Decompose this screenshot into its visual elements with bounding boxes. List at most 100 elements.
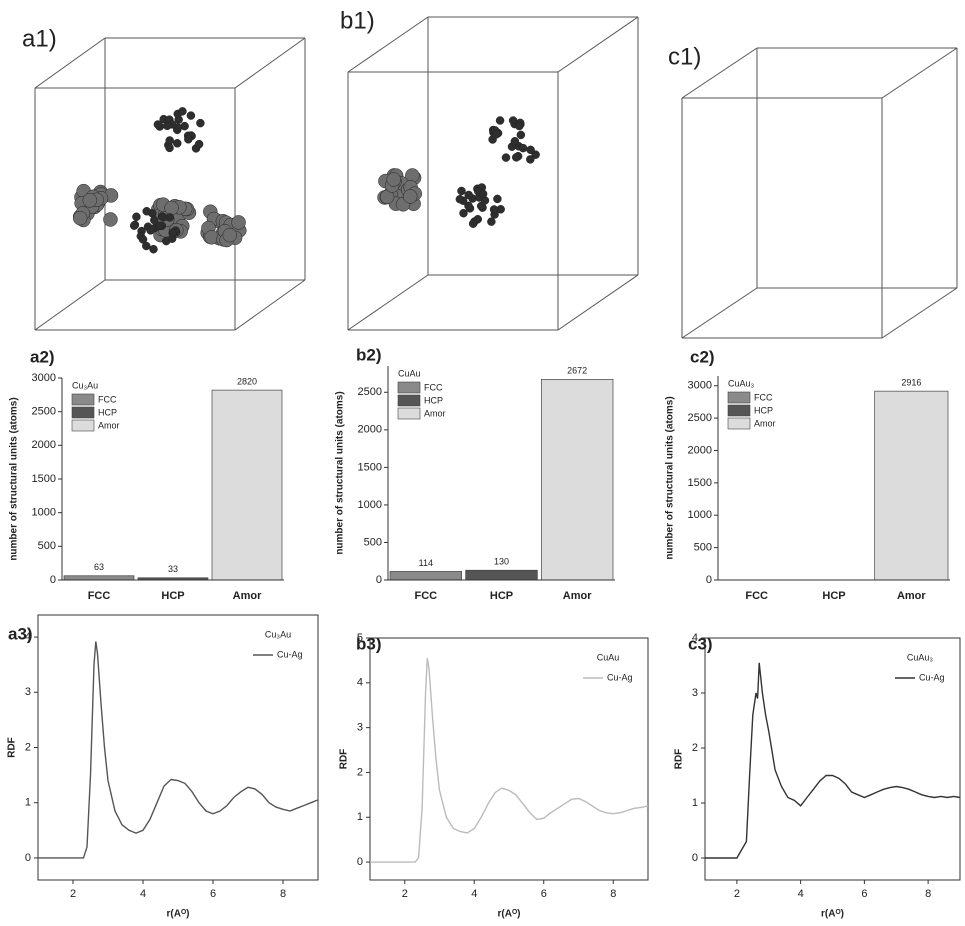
atom (169, 229, 177, 237)
y-tick-label: 2 (692, 742, 698, 754)
legend-title: CuAu (597, 652, 620, 662)
box-edge (882, 48, 957, 98)
legend-label: Amor (424, 408, 446, 418)
atom (150, 216, 158, 224)
value-label: 130 (494, 557, 509, 567)
atom (195, 140, 203, 148)
x-tick-label: 6 (541, 888, 547, 900)
atom (519, 144, 527, 152)
panel-label: a1) (22, 25, 57, 52)
y-tick-label: 3 (25, 686, 31, 698)
value-label: 114 (419, 558, 433, 568)
y-tick-label: 500 (364, 536, 382, 548)
atom (496, 117, 504, 125)
panel-title: a2) (30, 347, 55, 366)
category-label: HCP (822, 590, 845, 602)
panel-title: b2) (356, 345, 382, 364)
atom (154, 121, 162, 129)
category-label: FCC (745, 590, 768, 602)
x-tick-label: 8 (280, 888, 286, 900)
legend-swatch (398, 408, 420, 419)
legend-label: Amor (98, 420, 120, 430)
legend-label: Cu-Ag (277, 649, 303, 659)
simulation-box (35, 38, 305, 330)
legend-title: Cu₃Au (72, 380, 98, 390)
legend-swatch (72, 407, 94, 418)
x-tick-label: 4 (798, 888, 804, 900)
y-tick-label: 2500 (32, 406, 56, 418)
value-label: 63 (94, 562, 104, 572)
atom (458, 187, 466, 195)
atom (387, 173, 401, 187)
bar (212, 390, 282, 580)
rdf-line (370, 658, 648, 862)
y-tick-label: 2 (25, 741, 31, 753)
bar (64, 576, 134, 580)
x-tick-label: 8 (925, 888, 931, 900)
box-edge (35, 280, 105, 330)
box-edge (558, 275, 638, 330)
panel-title: c2) (690, 347, 715, 366)
atom (166, 136, 174, 144)
category-label: Amor (233, 590, 262, 602)
atom (232, 215, 246, 229)
x-tick-label: 6 (210, 888, 216, 900)
bar (390, 571, 462, 580)
y-tick-label: 0 (376, 574, 382, 586)
atom (479, 190, 487, 198)
panel-label: b1) (340, 7, 375, 34)
legend-swatch (728, 392, 750, 403)
x-axis-label: r(Aᴼ) (498, 909, 521, 920)
atom (502, 154, 510, 162)
atom (103, 212, 117, 226)
atom (469, 220, 477, 228)
y-axis-label: RDF (339, 749, 350, 770)
box-edge (882, 288, 957, 338)
box-edge (348, 275, 428, 330)
atom (527, 146, 535, 154)
legend-title: CuAu (398, 368, 421, 378)
bar (466, 570, 538, 580)
y-tick-label: 0 (357, 856, 363, 868)
category-label: Amor (897, 590, 926, 602)
y-tick-label: 1500 (688, 477, 712, 489)
legend-swatch (728, 405, 750, 416)
legend-swatch (72, 394, 94, 405)
atom (526, 155, 534, 163)
y-tick-label: 500 (38, 540, 56, 552)
plot-frame (38, 615, 318, 880)
y-tick-label: 2500 (688, 412, 712, 424)
x-tick-label: 8 (610, 888, 616, 900)
atom (456, 195, 464, 203)
legend-label: Cu-Ag (919, 672, 945, 682)
legend-label: HCP (424, 395, 443, 405)
figure: a1)b1)c1)a2)FCC63HCP33Amor28200500100015… (0, 0, 965, 926)
x-axis-label: r(Aᴼ) (821, 909, 844, 920)
legend-label: FCC (424, 382, 443, 392)
atom (184, 135, 192, 143)
atom (403, 189, 417, 203)
bar (541, 379, 613, 580)
atom (166, 144, 174, 152)
rdf-line (38, 642, 318, 858)
y-tick-label: 3000 (688, 380, 712, 392)
x-tick-label: 4 (140, 888, 146, 900)
atom (187, 112, 195, 120)
legend-label: HCP (754, 405, 773, 415)
atom (178, 107, 186, 115)
y-axis-label: RDF (674, 749, 685, 770)
atom (130, 222, 138, 230)
legend-swatch (728, 418, 750, 429)
x-tick-label: 2 (402, 888, 408, 900)
atom (143, 207, 151, 215)
atom (460, 209, 468, 217)
y-axis-label: RDF (7, 737, 18, 758)
simulation-box (682, 48, 957, 338)
y-tick-label: 2500 (358, 386, 382, 398)
value-label: 33 (168, 564, 178, 574)
y-tick-label: 1000 (358, 499, 382, 511)
atom (493, 195, 501, 203)
y-tick-label: 4 (357, 677, 363, 689)
legend-label: HCP (98, 407, 117, 417)
legend-label: FCC (98, 394, 117, 404)
